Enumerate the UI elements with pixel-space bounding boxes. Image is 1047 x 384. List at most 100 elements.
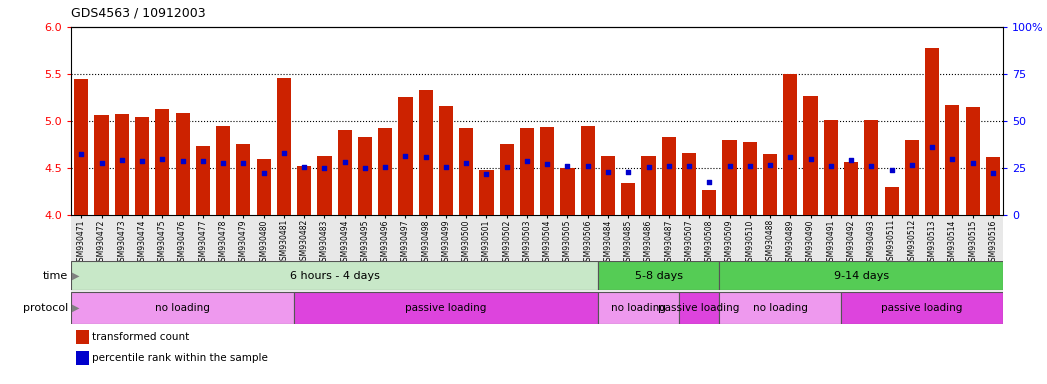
Bar [662, 137, 676, 215]
Bar [297, 166, 311, 215]
Bar [926, 48, 939, 215]
Text: passive loading: passive loading [659, 303, 740, 313]
Point [661, 163, 677, 169]
Bar [216, 126, 230, 215]
Point [559, 163, 576, 169]
Point [255, 170, 272, 176]
Bar [499, 144, 514, 215]
Bar [965, 107, 980, 215]
Point [681, 163, 697, 169]
Bar [824, 120, 838, 215]
Bar [844, 162, 859, 215]
Point [215, 160, 231, 166]
Bar [358, 137, 372, 215]
Bar [520, 127, 534, 215]
Point [174, 158, 191, 164]
Bar [763, 154, 777, 215]
Bar [155, 109, 170, 215]
Bar [74, 79, 88, 215]
Point [93, 160, 110, 166]
Point [984, 170, 1001, 176]
Point [377, 164, 394, 170]
Bar [71, 261, 598, 290]
Bar [398, 98, 413, 215]
Bar [703, 190, 716, 215]
Bar [621, 183, 636, 215]
Bar [439, 106, 453, 215]
Point [579, 163, 596, 169]
Bar [742, 142, 757, 215]
Bar [294, 292, 598, 324]
Bar [337, 130, 352, 215]
Bar [94, 115, 109, 215]
Point [640, 164, 656, 170]
Bar [237, 144, 250, 215]
Point [275, 150, 292, 156]
Text: passive loading: passive loading [882, 303, 962, 313]
Text: transformed count: transformed count [92, 332, 190, 342]
Point [518, 158, 535, 164]
Point [741, 163, 758, 169]
Point [761, 162, 778, 168]
Point [397, 153, 414, 159]
Text: ▶: ▶ [72, 303, 80, 313]
Bar [841, 292, 1003, 324]
Bar [598, 261, 719, 290]
Bar [419, 90, 432, 215]
Point [620, 169, 637, 175]
Text: passive loading: passive loading [405, 303, 487, 313]
Point [600, 169, 617, 175]
Text: 5-8 days: 5-8 days [634, 270, 683, 281]
Point [478, 170, 495, 177]
Bar [115, 114, 129, 215]
Bar [71, 292, 294, 324]
Bar [560, 168, 575, 215]
Bar [540, 127, 554, 215]
Point [964, 160, 981, 166]
Bar [642, 156, 655, 215]
Point [782, 154, 799, 160]
Point [700, 179, 717, 185]
Bar [601, 156, 615, 215]
Point [336, 159, 353, 166]
Bar [196, 146, 210, 215]
Point [498, 164, 515, 170]
Bar [783, 74, 798, 215]
Bar [682, 153, 696, 215]
Text: no loading: no loading [611, 303, 666, 313]
Bar [276, 78, 291, 215]
Bar [378, 129, 393, 215]
Point [721, 163, 738, 169]
Point [316, 165, 333, 171]
Bar [135, 117, 149, 215]
Point [73, 151, 90, 157]
Text: no loading: no loading [753, 303, 807, 313]
Point [843, 157, 860, 164]
Text: percentile rank within the sample: percentile rank within the sample [92, 353, 268, 363]
Bar [257, 159, 271, 215]
Bar [905, 140, 919, 215]
Text: protocol: protocol [23, 303, 68, 313]
Bar [317, 156, 332, 215]
Bar [803, 96, 818, 215]
Bar [581, 126, 595, 215]
Bar [864, 120, 878, 215]
Point [823, 163, 840, 169]
Text: time: time [43, 270, 68, 281]
Bar [719, 292, 841, 324]
Text: 9-14 days: 9-14 days [833, 270, 889, 281]
Text: no loading: no loading [155, 303, 210, 313]
Bar [719, 261, 1003, 290]
Point [113, 157, 130, 164]
Point [357, 165, 374, 171]
Point [134, 158, 151, 164]
Point [458, 160, 474, 166]
Point [802, 156, 819, 162]
Bar [945, 105, 959, 215]
Point [904, 162, 920, 168]
Point [235, 160, 251, 166]
Point [863, 163, 879, 169]
Bar [678, 292, 719, 324]
Point [884, 167, 900, 173]
Point [195, 158, 211, 164]
